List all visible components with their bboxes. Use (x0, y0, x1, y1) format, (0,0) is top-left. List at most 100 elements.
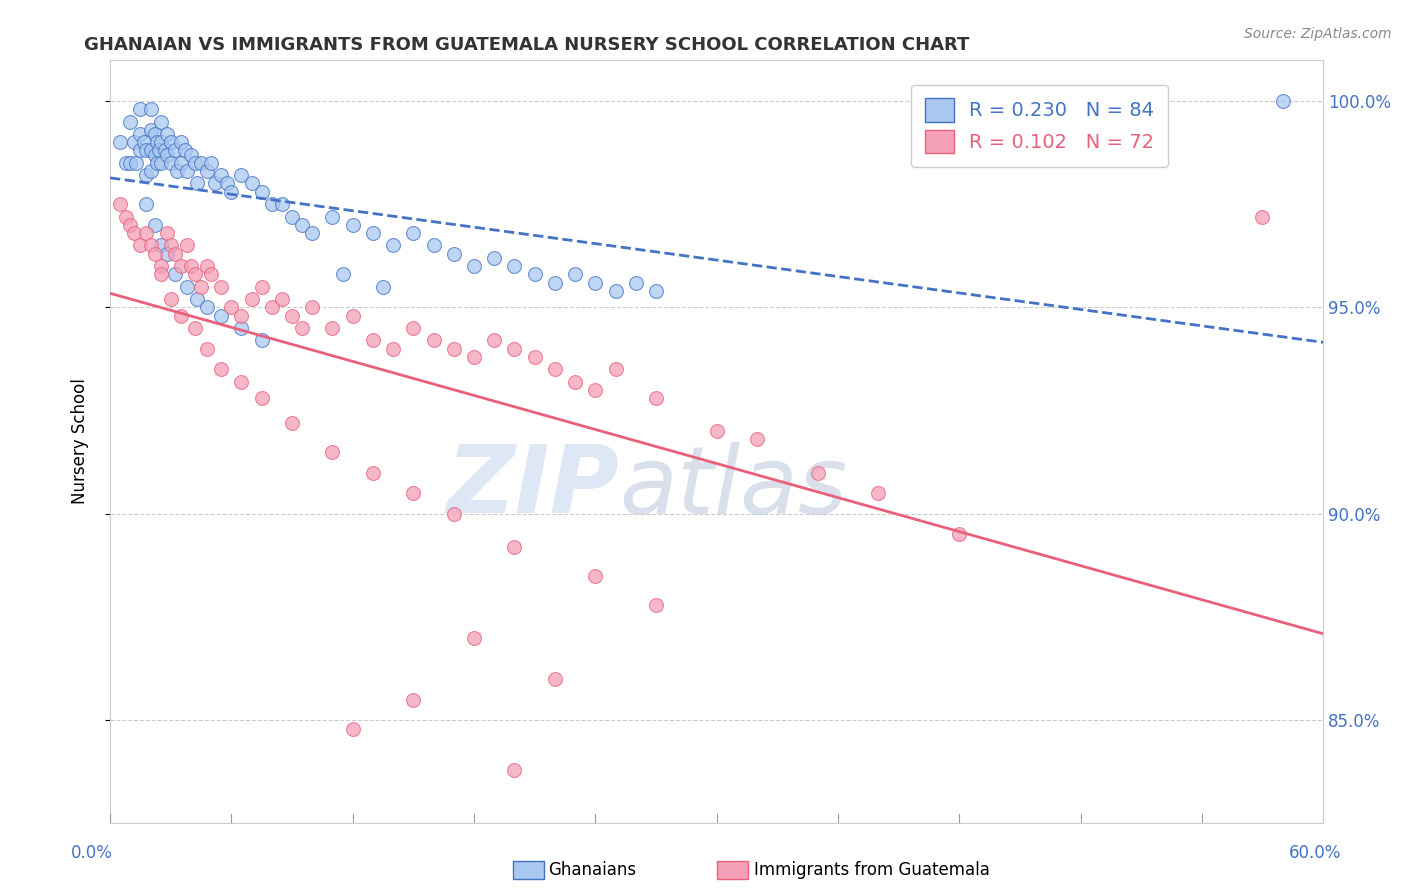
Point (129, 102, 152, 116)
Point (948, 527, 970, 541)
Point (156, 147, 179, 161)
Point (250, 185, 273, 199)
Point (342, 309, 364, 323)
Point (221, 185, 243, 199)
Point (463, 350, 485, 364)
Point (143, 147, 166, 161)
Text: 60.0%: 60.0% (1288, 844, 1341, 862)
Point (281, 309, 304, 323)
Point (332, 268, 354, 282)
Point (145, 156, 167, 170)
Point (139, 144, 162, 158)
Point (281, 416, 304, 430)
Point (321, 210, 343, 224)
Point (291, 218, 314, 232)
Point (250, 334, 273, 348)
Point (645, 391, 668, 405)
Point (135, 168, 157, 182)
Point (544, 362, 567, 376)
Point (361, 334, 384, 348)
Point (180, 147, 202, 161)
Point (583, 383, 606, 397)
Point (231, 168, 253, 182)
Point (402, 226, 425, 240)
Point (624, 276, 647, 290)
Point (605, 284, 627, 298)
Point (156, 246, 179, 260)
Point (159, 156, 181, 170)
Point (153, 144, 176, 158)
Point (868, 486, 890, 500)
Point (544, 672, 567, 686)
Point (564, 375, 586, 389)
Point (564, 268, 586, 282)
Point (156, 127, 179, 141)
Point (149, 114, 172, 128)
Point (209, 309, 232, 323)
Text: ZIP: ZIP (447, 442, 620, 533)
Point (231, 375, 253, 389)
Point (195, 259, 218, 273)
Point (163, 144, 186, 158)
Point (184, 321, 207, 335)
Point (195, 342, 218, 356)
Point (170, 309, 193, 323)
Point (159, 238, 181, 252)
Point (143, 218, 166, 232)
Text: Immigrants from Guatemala: Immigrants from Guatemala (754, 861, 990, 879)
Point (463, 631, 485, 645)
Point (149, 238, 172, 252)
Point (120, 114, 142, 128)
Point (209, 362, 232, 376)
Point (200, 156, 222, 170)
Point (170, 259, 193, 273)
Point (342, 218, 364, 232)
Point (135, 197, 157, 211)
Text: Ghanaians: Ghanaians (548, 861, 637, 879)
Point (271, 292, 294, 306)
Point (443, 246, 465, 260)
Point (301, 301, 323, 315)
Point (402, 486, 425, 500)
Point (231, 321, 253, 335)
Point (163, 268, 186, 282)
Point (1271, 94, 1294, 108)
Point (321, 445, 343, 459)
Point (163, 246, 186, 260)
Point (240, 292, 263, 306)
Point (143, 127, 166, 141)
Point (271, 197, 294, 211)
Point (143, 246, 166, 260)
Point (382, 238, 405, 252)
Point (170, 135, 193, 149)
Point (484, 251, 506, 265)
Point (645, 284, 668, 298)
Point (190, 279, 212, 293)
Point (134, 135, 156, 149)
Point (523, 350, 546, 364)
Point (135, 144, 157, 158)
Point (195, 164, 218, 178)
Point (180, 259, 202, 273)
Point (281, 210, 304, 224)
Point (124, 135, 146, 149)
Point (301, 226, 323, 240)
Point (190, 156, 212, 170)
Point (139, 238, 162, 252)
Point (166, 164, 188, 178)
Point (422, 238, 444, 252)
Point (382, 342, 405, 356)
Point (204, 177, 226, 191)
Point (120, 156, 142, 170)
Point (291, 321, 314, 335)
Text: GHANAIAN VS IMMIGRANTS FROM GUATEMALA NURSERY SCHOOL CORRELATION CHART: GHANAIAN VS IMMIGRANTS FROM GUATEMALA NU… (84, 36, 970, 54)
Point (149, 135, 172, 149)
Point (583, 568, 606, 582)
Point (195, 301, 218, 315)
Point (176, 164, 198, 178)
Point (129, 127, 152, 141)
Point (503, 540, 526, 554)
Point (503, 342, 526, 356)
Point (463, 259, 485, 273)
Point (149, 259, 172, 273)
